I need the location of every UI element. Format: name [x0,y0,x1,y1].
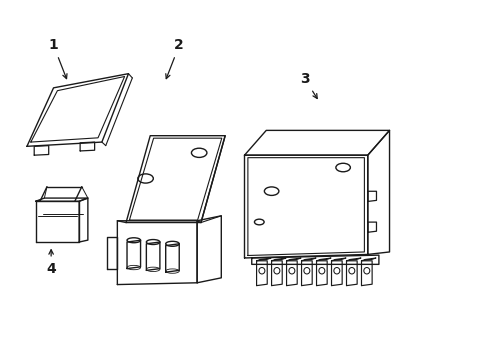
Text: 4: 4 [46,250,56,276]
Text: 3: 3 [300,72,317,99]
Text: 1: 1 [49,38,67,78]
Text: 2: 2 [165,38,184,78]
